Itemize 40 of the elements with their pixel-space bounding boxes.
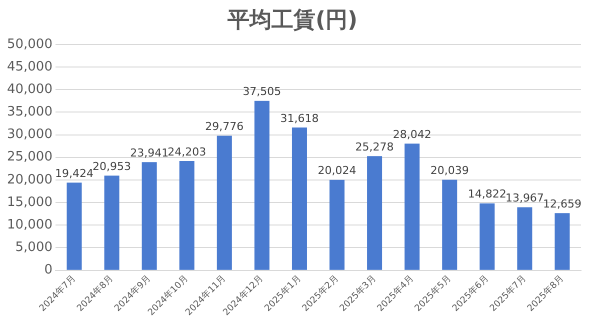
bar xyxy=(254,100,270,270)
data-label: 20,953 xyxy=(92,160,132,174)
y-tick-label: 15,000 xyxy=(6,194,52,210)
y-tick-label: 35,000 xyxy=(6,104,52,120)
data-label: 13,967 xyxy=(505,192,544,205)
bar xyxy=(292,127,307,270)
y-tick-label: 50,000 xyxy=(6,36,52,52)
bar xyxy=(142,162,157,270)
data-label: 14,822 xyxy=(468,188,506,201)
data-label: 20,039 xyxy=(430,164,469,178)
y-tick-label: 40,000 xyxy=(6,82,52,97)
chart-title: 平均工賃(円) xyxy=(226,8,358,33)
data-label: 25,278 xyxy=(355,140,394,154)
y-tick-label: 20,000 xyxy=(6,172,52,188)
bar xyxy=(66,182,82,270)
data-label: 24,203 xyxy=(168,145,206,158)
bar xyxy=(517,207,532,270)
bar xyxy=(554,213,570,270)
data-label: 23,941 xyxy=(130,146,169,160)
y-tick-label: 10,000 xyxy=(6,218,52,233)
data-label: 37,505 xyxy=(242,85,282,98)
bar xyxy=(367,156,382,270)
data-label: 31,618 xyxy=(280,112,319,125)
bar xyxy=(480,203,495,270)
data-label: 29,776 xyxy=(205,120,244,134)
bar xyxy=(179,160,194,270)
data-label: 28,042 xyxy=(392,128,432,141)
data-label: 19,424 xyxy=(55,166,94,180)
bar xyxy=(104,176,120,270)
bar xyxy=(216,136,232,270)
y-tick-label: 5,000 xyxy=(15,240,52,256)
y-tick-label: 30,000 xyxy=(6,127,52,142)
data-label: 12,659 xyxy=(542,197,582,210)
y-tick-label: 0 xyxy=(44,262,52,278)
bar xyxy=(404,144,420,270)
bar xyxy=(442,180,458,270)
y-tick-label: 45,000 xyxy=(6,59,52,74)
y-tick-label: 25,000 xyxy=(6,150,52,165)
data-label: 20,024 xyxy=(318,164,356,178)
bar xyxy=(330,180,345,270)
